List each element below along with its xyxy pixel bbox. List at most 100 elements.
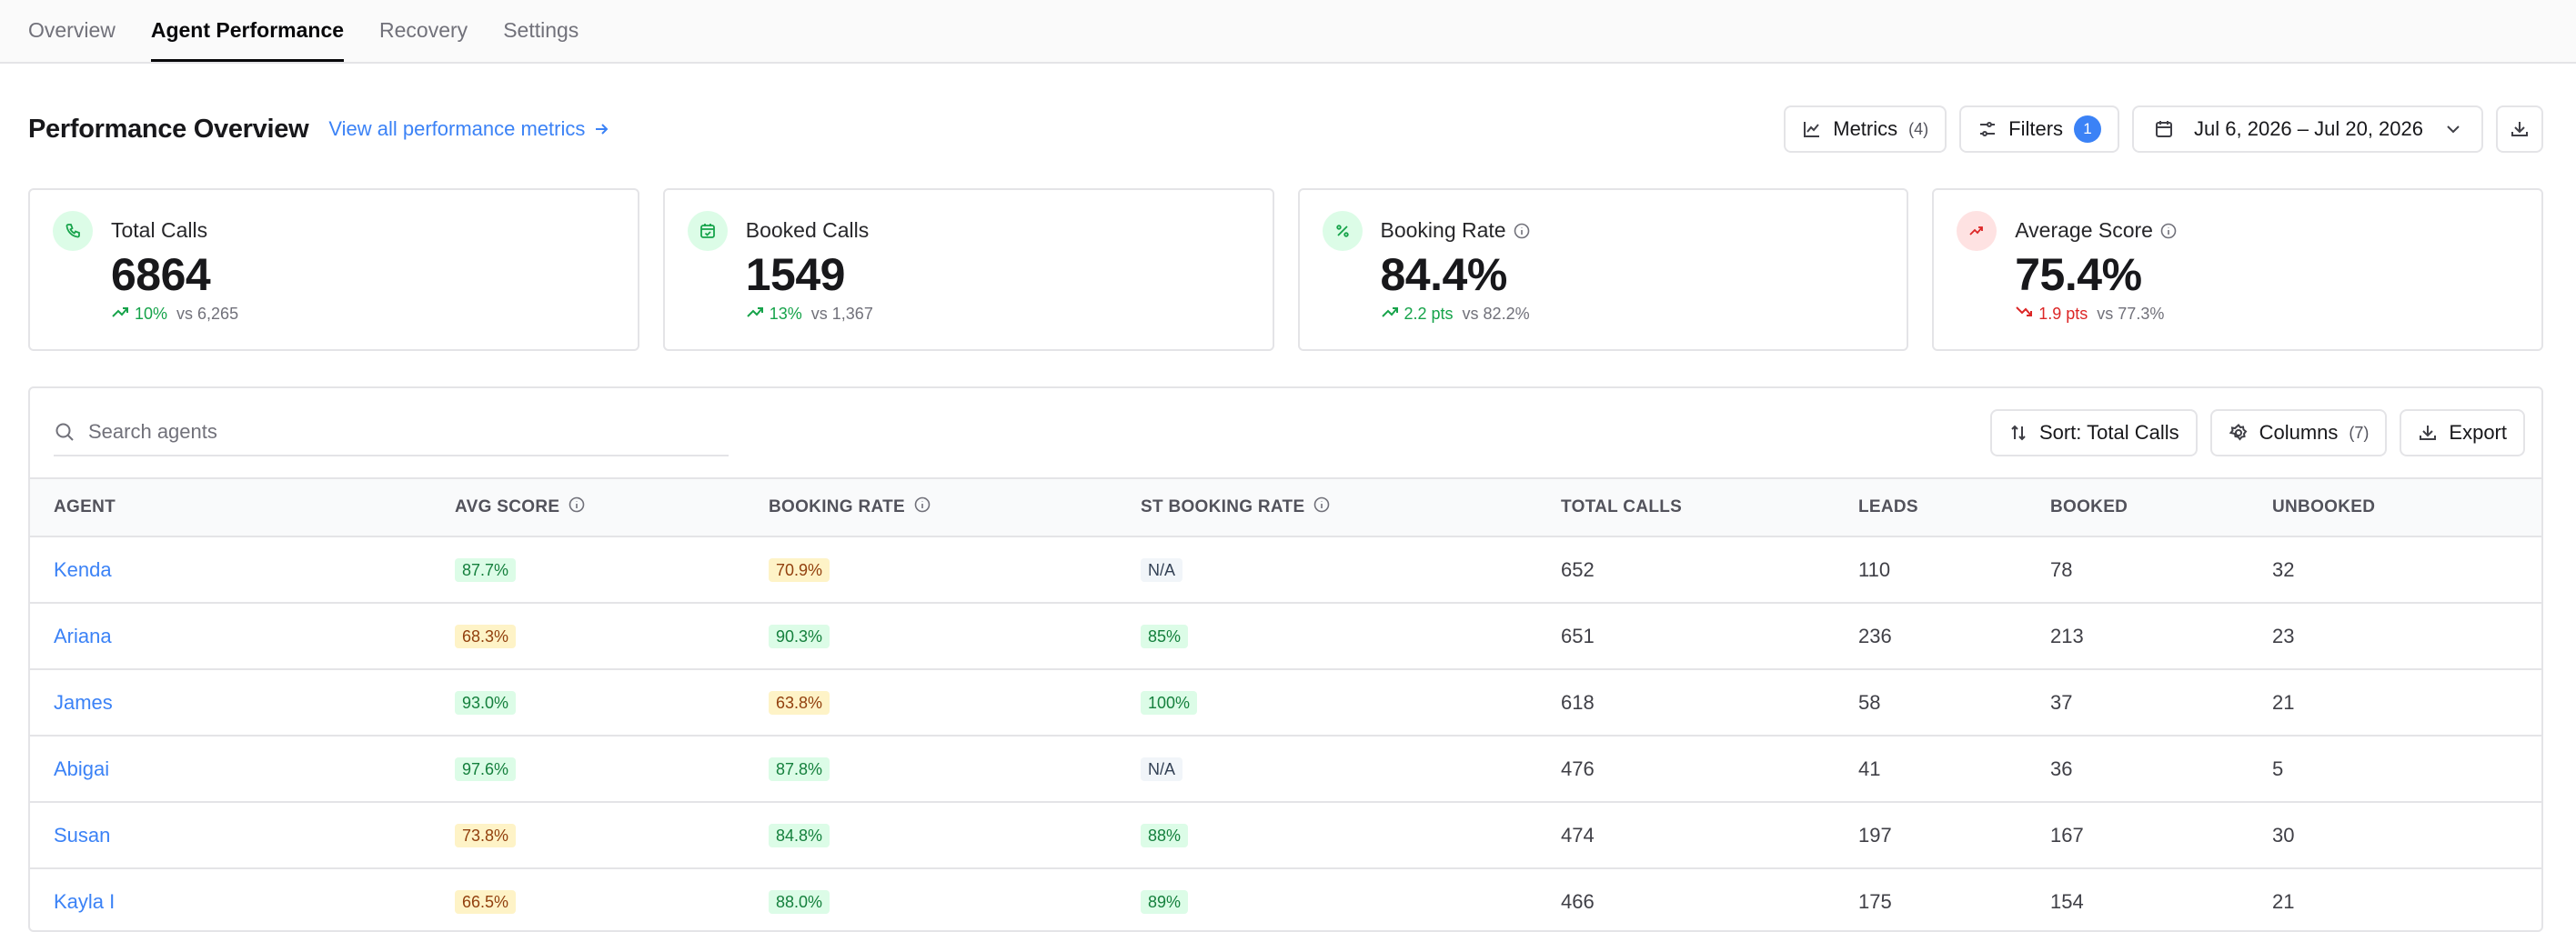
export-button[interactable]: Export [2400,409,2525,456]
info-icon[interactable] [2160,223,2177,239]
columns-label: Columns [2259,421,2339,444]
stat-compare: vs 6,265 [176,305,239,323]
phone-icon [53,211,93,251]
stat-label: Booking Rate [1380,218,1506,242]
column-header-avg-score[interactable]: AVG SCORE [455,478,769,536]
stat-delta-value: 2.2 pts [1404,305,1454,323]
download-button[interactable] [2496,105,2543,153]
date-range-picker[interactable]: Jul 6, 2026 – Jul 20, 2026 [2132,105,2483,153]
info-icon[interactable] [1514,223,1530,239]
unbooked-cell: 5 [2272,757,2284,780]
avg-score-pill: 97.6% [455,757,517,781]
avg-score-pill: 66.5% [455,890,517,914]
table-body: Kenda 87.7% 70.9% N/A 652 110 78 32 Ariana 68.3% 9… [30,536,2541,930]
table-row[interactable]: Ariana 68.3% 90.3% 85% 651 236 213 23 [30,603,2541,669]
stat-label: Booked Calls [745,218,870,242]
avg-score-cell: 87.7% [455,536,769,603]
total-calls-cell: 652 [1561,557,1595,581]
column-header-agent[interactable]: AGENT [54,497,116,516]
stat-card-booking-rate: Booking Rate 84.4% 2.2 pts vs 82.2% [1297,188,1909,351]
booked-cell: 154 [2050,889,2084,913]
agent-name-link[interactable]: Kenda [54,558,112,582]
stat-compare: vs 1,367 [810,305,873,323]
search-icon [54,421,75,443]
st-booking-rate-pill: 88% [1141,824,1189,847]
chevron-down-icon [2443,119,2463,139]
agent-name-link[interactable]: Kayla I [54,890,116,914]
stat-label: Total Calls [111,218,208,242]
stat-label-wrap: Average Score [2015,218,2177,243]
agent-name-link[interactable]: James [54,691,113,715]
stat-value: 6864 [111,249,211,300]
table-row[interactable]: Abigai 97.6% 87.8% N/A 476 41 36 5 [30,736,2541,802]
arrow-right-icon [592,120,610,138]
tab-settings[interactable]: Settings [503,18,579,42]
filters-count-badge: 1 [2074,115,2102,143]
info-icon[interactable] [914,496,931,518]
agent-name-link[interactable]: Ariana [54,625,112,648]
column-header-leads[interactable]: LEADS [1858,497,1918,516]
unbooked-cell: 23 [2272,624,2295,647]
agent-name-link[interactable]: Susan [54,824,111,847]
stat-delta-value: 1.9 pts [2038,305,2088,323]
total-calls-cell: 651 [1561,624,1595,647]
metrics-button[interactable]: Metrics (4) [1784,105,1947,153]
table-row[interactable]: Susan 73.8% 84.8% 88% 474 197 167 30 [30,802,2541,868]
column-header-unbooked[interactable]: UNBOOKED [2272,497,2376,516]
st-booking-rate-pill: 89% [1141,890,1189,914]
booking-rate-cell: 90.3% [769,603,1141,669]
sort-button[interactable]: Sort: Total Calls [1989,409,2198,456]
header-actions: Metrics (4) Filters 1 Jul 6, 2026 – Jul … [1784,105,2543,153]
avg-score-cell: 97.6% [455,736,769,802]
tab-agent-performance[interactable]: Agent Performance [150,18,345,62]
st-booking-rate-cell: N/A [1141,536,1561,603]
st-booking-rate-pill: N/A [1141,757,1183,781]
calendar-icon [2154,119,2174,139]
download-icon [2418,423,2438,443]
column-header-booking-rate[interactable]: BOOKING RATE [769,478,1141,536]
trend-down-icon [2015,303,2033,326]
agent-name-link[interactable]: Abigai [54,757,110,781]
st-booking-rate-pill: 100% [1141,691,1198,715]
column-header-total-calls[interactable]: TOTAL CALLS [1561,497,1683,516]
page-header: Performance Overview View all performanc… [28,105,2543,153]
download-icon [2510,119,2530,139]
stat-cards: Total Calls 6864 10% vs 6,265 Booked Cal… [28,188,2543,351]
filters-button[interactable]: Filters 1 [1959,105,2120,153]
table-row[interactable]: James 93.0% 63.8% 100% 618 58 37 21 [30,669,2541,736]
unbooked-cell: 32 [2272,557,2295,581]
table-row[interactable]: Kenda 87.7% 70.9% N/A 652 110 78 32 [30,536,2541,603]
info-icon[interactable] [569,496,585,518]
view-all-metrics-link[interactable]: View all performance metrics [328,117,610,141]
column-header-st-booking-rate[interactable]: ST BOOKING RATE [1141,478,1561,536]
total-calls-cell: 474 [1561,823,1595,847]
line-chart-icon [1802,119,1822,139]
table-row[interactable]: Kayla I 66.5% 88.0% 89% 466 175 154 21 [30,868,2541,930]
trend-up-icon [1381,303,1399,326]
export-label: Export [2449,421,2507,444]
booking-rate-pill: 70.9% [769,558,830,582]
booked-cell: 37 [2050,690,2073,714]
total-calls-cell: 466 [1561,889,1595,913]
leads-cell: 58 [1858,690,1881,714]
stat-card-average-score: Average Score 75.4% 1.9 pts vs 77.3% [1932,188,2543,351]
st-booking-rate-cell: 85% [1141,603,1561,669]
tab-recovery[interactable]: Recovery [379,18,468,42]
stat-compare: vs 77.3% [2097,305,2165,323]
tab-overview[interactable]: Overview [28,18,116,42]
table-actions: Sort: Total Calls Columns (7) Export [1989,409,2525,456]
unbooked-cell: 30 [2272,823,2295,847]
stat-value: 84.4% [1380,249,1508,300]
trend-up-icon [1957,211,1997,251]
st-booking-rate-pill: N/A [1141,558,1183,582]
booked-cell: 36 [2050,757,2073,780]
calendar-check-icon [687,211,728,251]
column-header-booked[interactable]: BOOKED [2050,497,2128,516]
avg-score-pill: 87.7% [455,558,517,582]
search-input[interactable] [88,420,634,444]
st-booking-rate-cell: 100% [1141,669,1561,736]
page-title: Performance Overview [28,114,309,144]
metrics-count: (4) [1908,119,1929,138]
info-icon[interactable] [1313,496,1330,518]
columns-button[interactable]: Columns (7) [2209,409,2388,456]
